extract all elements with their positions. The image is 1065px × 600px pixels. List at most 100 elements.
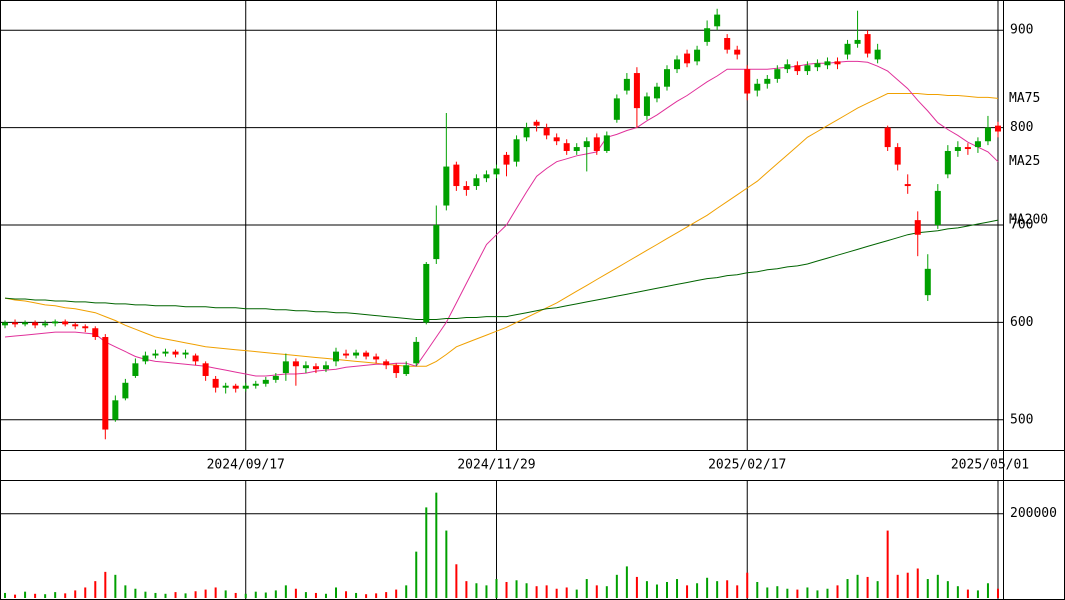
candle-body: [312, 366, 319, 370]
volume-bar: [525, 583, 528, 598]
volume-bar: [966, 589, 969, 598]
volume-bar: [304, 592, 307, 598]
candle-body: [593, 137, 600, 151]
candle-body: [272, 375, 279, 380]
candle-body: [674, 59, 681, 70]
candle-body: [583, 141, 590, 148]
volume-bar: [916, 568, 919, 598]
volume-tick-label: 200000: [1010, 506, 1057, 521]
candle-body: [754, 83, 761, 91]
volume-bar: [465, 581, 468, 598]
volume-bar: [244, 593, 247, 598]
volume-bar: [856, 574, 859, 598]
volume-bar: [274, 590, 277, 598]
volume-bar: [154, 592, 157, 598]
candle-body: [694, 49, 701, 62]
candle-body: [774, 69, 781, 79]
y-tick-label: 800: [1010, 120, 1033, 135]
volume-bar: [14, 594, 17, 598]
volume-bar: [375, 593, 378, 598]
volume-bar: [545, 585, 548, 598]
x-tick-label: 2024/09/17: [207, 458, 285, 473]
volume-bar: [335, 587, 338, 598]
volume-bar: [926, 579, 929, 598]
volume-bar: [455, 564, 458, 598]
volume-bar: [184, 593, 187, 598]
volume-bar: [365, 594, 368, 598]
candle-body: [363, 352, 370, 357]
volume-bar: [846, 579, 849, 598]
candle-body: [32, 322, 39, 326]
volume-bar: [866, 576, 869, 598]
volume-bar: [254, 591, 257, 598]
volume-bar: [264, 592, 267, 598]
y-tick-label: 600: [1010, 315, 1033, 330]
candle-body: [122, 382, 129, 399]
candle-body: [864, 34, 871, 54]
volume-bar: [485, 585, 488, 598]
volume-bar: [956, 586, 959, 598]
candle-body: [393, 365, 400, 374]
candle-body: [192, 355, 199, 362]
volume-bar: [575, 589, 578, 598]
volume-bar: [94, 581, 97, 598]
volume-bar: [74, 590, 77, 598]
candle-body: [894, 147, 901, 165]
candle-body: [854, 39, 861, 44]
volume-bar: [766, 587, 769, 598]
candle-body: [443, 166, 450, 206]
volume-bar: [635, 576, 638, 598]
volume-bar: [214, 587, 217, 598]
candle-body: [784, 64, 791, 70]
candle-body: [413, 341, 420, 364]
candle-body: [704, 28, 711, 42]
candle-body: [172, 351, 179, 355]
candle-body: [653, 86, 660, 99]
candle-body: [252, 383, 259, 386]
candle-body: [42, 323, 49, 326]
volume-bar: [124, 585, 127, 598]
candle-body: [764, 78, 771, 84]
candle-body: [353, 352, 360, 356]
volume-bar: [806, 587, 809, 598]
candle-body: [814, 63, 821, 68]
candle-body: [72, 324, 79, 327]
candle-body: [423, 263, 430, 323]
moving-average-label: MA25: [1009, 154, 1040, 169]
candle-body: [152, 353, 159, 356]
volume-bar: [515, 580, 518, 598]
x-tick-label: 2025/05/01: [951, 458, 1029, 473]
candle-body: [12, 322, 19, 325]
candle-body: [82, 326, 89, 329]
volume-bar: [726, 580, 729, 598]
volume-bar: [385, 592, 388, 598]
volume-bar: [405, 585, 408, 598]
candle-body: [483, 174, 490, 179]
candle-body: [182, 352, 189, 355]
candle-body: [132, 363, 139, 376]
volume-bar: [324, 593, 327, 598]
candle-body: [684, 53, 691, 64]
candle-body: [924, 268, 931, 296]
volume-bar: [625, 566, 628, 598]
moving-average-label: MA200: [1009, 213, 1048, 228]
candle-body: [974, 141, 981, 148]
candle-body: [824, 61, 831, 66]
volume-bar: [415, 551, 418, 598]
volume-bar: [495, 579, 498, 598]
candle-body: [403, 365, 410, 375]
candle-body: [553, 137, 560, 142]
x-tick-label: 2024/11/29: [457, 458, 535, 473]
volume-bar: [355, 592, 358, 598]
candle-body: [834, 61, 841, 65]
volume-bar: [505, 581, 508, 598]
volume-bar: [104, 571, 107, 598]
volume-bar: [435, 492, 438, 598]
volume-bar: [655, 584, 658, 598]
candle-body: [573, 147, 580, 151]
candle-body: [914, 220, 921, 235]
candle-body: [964, 147, 971, 150]
volume-bar: [676, 579, 679, 598]
